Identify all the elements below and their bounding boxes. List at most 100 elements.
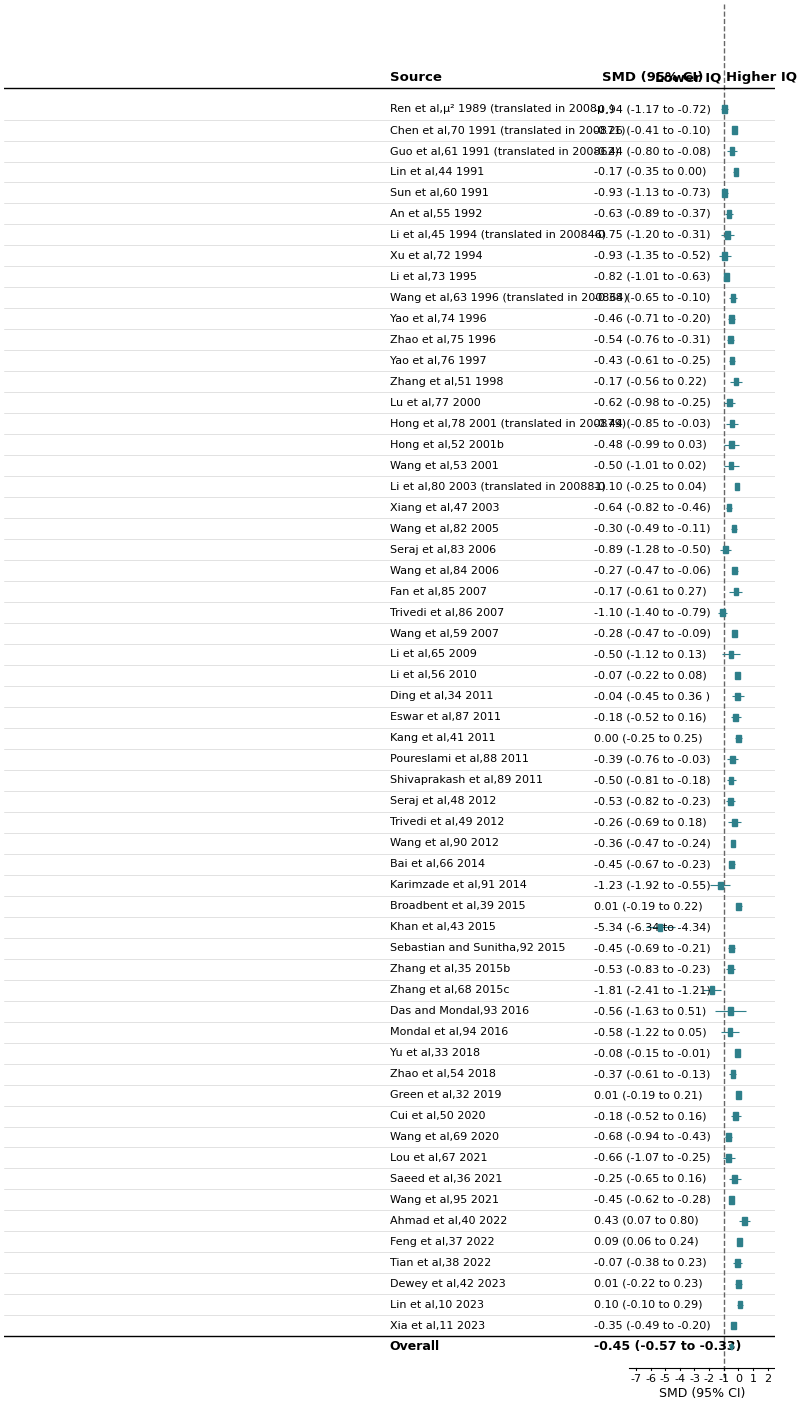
Text: Khan et al,43 2015: Khan et al,43 2015: [390, 923, 496, 932]
FancyBboxPatch shape: [732, 1175, 737, 1183]
Text: Guo et al,61 1991 (translated in 200862): Guo et al,61 1991 (translated in 200862): [390, 146, 619, 156]
Text: -0.08 (-0.15 to -0.01): -0.08 (-0.15 to -0.01): [594, 1049, 710, 1059]
Text: Sun et al,60 1991: Sun et al,60 1991: [390, 188, 488, 198]
Text: -0.36 (-0.47 to -0.24): -0.36 (-0.47 to -0.24): [594, 838, 710, 848]
FancyBboxPatch shape: [730, 147, 734, 154]
FancyBboxPatch shape: [728, 966, 733, 973]
Text: Zhang et al,68 2015c: Zhang et al,68 2015c: [390, 986, 509, 995]
Text: Tian et al,38 2022: Tian et al,38 2022: [390, 1258, 491, 1267]
FancyBboxPatch shape: [730, 945, 734, 952]
Text: -0.35 (-0.49 to -0.20): -0.35 (-0.49 to -0.20): [594, 1321, 710, 1330]
FancyBboxPatch shape: [731, 524, 736, 533]
Text: -0.45 (-0.69 to -0.21): -0.45 (-0.69 to -0.21): [594, 944, 710, 953]
Text: Dewey et al,42 2023: Dewey et al,42 2023: [390, 1279, 505, 1288]
Text: Seraj et al,83 2006: Seraj et al,83 2006: [390, 544, 496, 555]
Text: -0.58 (-1.22 to 0.05): -0.58 (-1.22 to 0.05): [594, 1028, 706, 1037]
FancyBboxPatch shape: [729, 442, 734, 449]
Text: Wang et al,90 2012: Wang et al,90 2012: [390, 838, 499, 848]
Text: Wang et al,69 2020: Wang et al,69 2020: [390, 1131, 499, 1143]
Text: An et al,55 1992: An et al,55 1992: [390, 209, 482, 219]
Text: -0.26 (-0.69 to 0.18): -0.26 (-0.69 to 0.18): [594, 817, 706, 827]
Text: -0.53 (-0.83 to -0.23): -0.53 (-0.83 to -0.23): [594, 965, 710, 974]
FancyBboxPatch shape: [728, 336, 733, 343]
Text: Wang et al,63 1996 (translated in 200864): Wang et al,63 1996 (translated in 200864…: [390, 293, 628, 303]
Text: -5.34 (-6.34 to -4.34): -5.34 (-6.34 to -4.34): [594, 923, 710, 932]
Text: -0.50 (-1.12 to 0.13): -0.50 (-1.12 to 0.13): [594, 649, 706, 659]
Text: Karimzade et al,91 2014: Karimzade et al,91 2014: [390, 880, 526, 890]
FancyBboxPatch shape: [736, 735, 740, 742]
FancyBboxPatch shape: [737, 1238, 742, 1245]
Text: -0.50 (-0.81 to -0.18): -0.50 (-0.81 to -0.18): [594, 775, 710, 785]
FancyBboxPatch shape: [736, 1280, 741, 1287]
Text: Overall: Overall: [390, 1340, 440, 1353]
Text: SMD (95% CI): SMD (95% CI): [602, 72, 703, 84]
Text: Lower IQ: Lower IQ: [655, 72, 722, 84]
Text: 0.01 (-0.19 to 0.22): 0.01 (-0.19 to 0.22): [594, 901, 702, 911]
FancyBboxPatch shape: [731, 1322, 735, 1329]
Text: -1.81 (-2.41 to -1.21): -1.81 (-2.41 to -1.21): [594, 986, 710, 995]
Text: -1.10 (-1.40 to -0.79): -1.10 (-1.40 to -0.79): [594, 607, 710, 617]
Text: -0.94 (-1.17 to -0.72): -0.94 (-1.17 to -0.72): [594, 104, 710, 114]
FancyBboxPatch shape: [729, 463, 733, 470]
Text: Mondal et al,94 2016: Mondal et al,94 2016: [390, 1028, 508, 1037]
Text: -0.64 (-0.82 to -0.46): -0.64 (-0.82 to -0.46): [594, 503, 710, 513]
FancyBboxPatch shape: [730, 421, 734, 428]
Text: Feng et al,37 2022: Feng et al,37 2022: [390, 1237, 494, 1246]
FancyBboxPatch shape: [723, 105, 727, 112]
Text: Cui et al,50 2020: Cui et al,50 2020: [390, 1110, 485, 1122]
FancyBboxPatch shape: [727, 210, 731, 217]
FancyBboxPatch shape: [729, 651, 733, 658]
Text: Hong et al,78 2001 (translated in 200879): Hong et al,78 2001 (translated in 200879…: [390, 419, 625, 429]
Text: 2: 2: [764, 1374, 771, 1384]
FancyBboxPatch shape: [727, 503, 731, 512]
Text: Wang et al,53 2001: Wang et al,53 2001: [390, 461, 498, 471]
Text: Li et al,45 1994 (translated in 200846): Li et al,45 1994 (translated in 200846): [390, 230, 606, 240]
FancyBboxPatch shape: [731, 840, 735, 847]
Text: -0.44 (-0.85 to -0.03): -0.44 (-0.85 to -0.03): [594, 419, 710, 429]
Text: Hong et al,52 2001b: Hong et al,52 2001b: [390, 440, 504, 450]
Text: Das and Mondal,93 2016: Das and Mondal,93 2016: [390, 1007, 529, 1016]
Text: -0.18 (-0.52 to 0.16): -0.18 (-0.52 to 0.16): [594, 1110, 706, 1122]
Text: 0.09 (0.06 to 0.24): 0.09 (0.06 to 0.24): [594, 1237, 698, 1246]
Text: Poureslami et al,88 2011: Poureslami et al,88 2011: [390, 754, 528, 764]
Text: -0.75 (-1.20 to -0.31): -0.75 (-1.20 to -0.31): [594, 230, 710, 240]
FancyBboxPatch shape: [723, 545, 727, 554]
FancyBboxPatch shape: [728, 798, 733, 805]
Text: -0.62 (-0.98 to -0.25): -0.62 (-0.98 to -0.25): [594, 398, 710, 408]
Text: 0.00 (-0.25 to 0.25): 0.00 (-0.25 to 0.25): [594, 733, 702, 743]
Text: -6: -6: [645, 1374, 656, 1384]
FancyBboxPatch shape: [735, 1050, 740, 1057]
FancyBboxPatch shape: [736, 1091, 741, 1099]
Text: -0.50 (-1.01 to 0.02): -0.50 (-1.01 to 0.02): [594, 461, 706, 471]
Text: -3: -3: [689, 1374, 700, 1384]
Text: -0.48 (-0.99 to 0.03): -0.48 (-0.99 to 0.03): [594, 440, 706, 450]
Text: -1: -1: [718, 1374, 729, 1384]
FancyBboxPatch shape: [734, 379, 738, 386]
Text: Zhang et al,35 2015b: Zhang et al,35 2015b: [390, 965, 509, 974]
Text: -0.18 (-0.52 to 0.16): -0.18 (-0.52 to 0.16): [594, 712, 706, 722]
Text: Li et al,73 1995: Li et al,73 1995: [390, 272, 476, 282]
Text: -2: -2: [704, 1374, 714, 1384]
Text: 0.01 (-0.22 to 0.23): 0.01 (-0.22 to 0.23): [594, 1279, 702, 1288]
Text: Wang et al,59 2007: Wang et al,59 2007: [390, 628, 499, 638]
Text: Higher IQ: Higher IQ: [726, 72, 797, 84]
Text: 0.10 (-0.10 to 0.29): 0.10 (-0.10 to 0.29): [594, 1300, 702, 1309]
Text: Lin et al,10 2023: Lin et al,10 2023: [390, 1300, 484, 1309]
Text: Sebastian and Sunitha,92 2015: Sebastian and Sunitha,92 2015: [390, 944, 565, 953]
Text: -0.27 (-0.47 to -0.06): -0.27 (-0.47 to -0.06): [594, 565, 710, 576]
FancyBboxPatch shape: [735, 672, 740, 679]
Text: -0.07 (-0.22 to 0.08): -0.07 (-0.22 to 0.08): [594, 670, 706, 680]
FancyBboxPatch shape: [718, 882, 723, 889]
Text: -0.53 (-0.82 to -0.23): -0.53 (-0.82 to -0.23): [594, 796, 710, 806]
Text: Fan et al,85 2007: Fan et al,85 2007: [390, 586, 487, 597]
FancyBboxPatch shape: [732, 819, 737, 826]
FancyBboxPatch shape: [728, 1008, 732, 1015]
FancyBboxPatch shape: [724, 273, 729, 280]
FancyBboxPatch shape: [730, 861, 734, 868]
FancyBboxPatch shape: [723, 252, 727, 259]
FancyBboxPatch shape: [732, 126, 737, 133]
Text: -0.43 (-0.61 to -0.25): -0.43 (-0.61 to -0.25): [594, 356, 710, 366]
FancyBboxPatch shape: [710, 987, 714, 994]
FancyBboxPatch shape: [729, 315, 734, 322]
Text: -0.07 (-0.38 to 0.23): -0.07 (-0.38 to 0.23): [594, 1258, 706, 1267]
